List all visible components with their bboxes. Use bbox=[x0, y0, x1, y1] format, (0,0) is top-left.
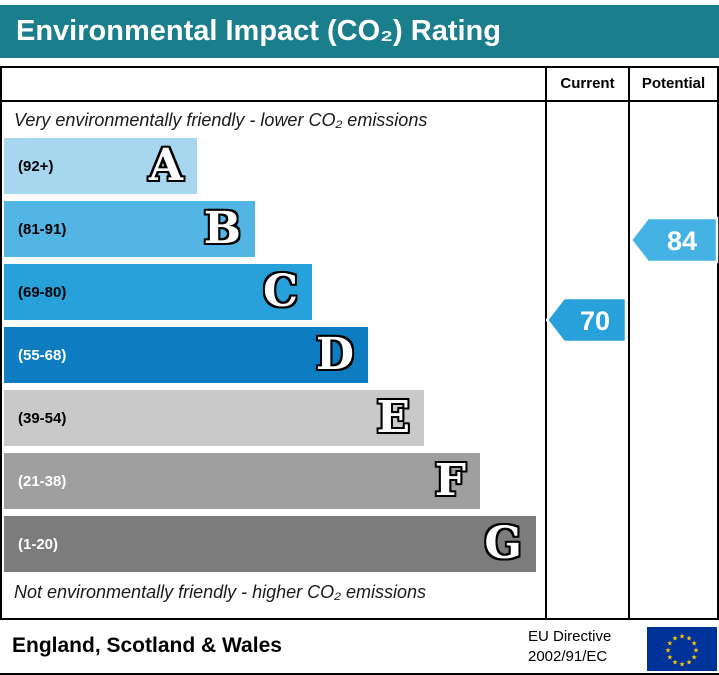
svg-text:★: ★ bbox=[691, 654, 697, 662]
band-letter: C bbox=[262, 266, 298, 317]
svg-text:★: ★ bbox=[686, 634, 692, 642]
band-bar-G: (1-20) G bbox=[4, 516, 536, 572]
svg-text:★: ★ bbox=[667, 654, 673, 662]
band-row: (39-54) E bbox=[4, 390, 544, 453]
current-rating-pointer: 70 bbox=[545, 296, 628, 349]
potential-column-header: Potential bbox=[641, 75, 706, 92]
svg-text:★: ★ bbox=[686, 659, 692, 667]
svg-text:★: ★ bbox=[665, 647, 671, 655]
band-range-label: (55-68) bbox=[18, 346, 67, 364]
band-range-label: (21-38) bbox=[18, 472, 67, 490]
band-bar-F: (21-38) F bbox=[4, 453, 480, 509]
band-row: (21-38) F bbox=[4, 453, 544, 516]
region-label: England, Scotland & Wales bbox=[12, 634, 282, 657]
footer: England, Scotland & Wales EU Directive 2… bbox=[0, 620, 719, 675]
band-bar-A: (92+) A bbox=[4, 138, 197, 194]
current-column-divider bbox=[545, 68, 547, 618]
band-letter: E bbox=[376, 392, 410, 443]
band-range-label: (69-80) bbox=[18, 283, 67, 301]
svg-text:★: ★ bbox=[693, 647, 699, 655]
bottom-caption: Not environmentally friendly - higher CO… bbox=[14, 582, 427, 602]
rating-chart: Current Potential Very environmentally f… bbox=[0, 66, 719, 620]
band-row: (1-20) G bbox=[4, 516, 544, 579]
svg-text:★: ★ bbox=[672, 659, 678, 667]
band-range-label: (92+) bbox=[18, 157, 54, 175]
eu-directive-line2: 2002/91/EC bbox=[528, 648, 608, 666]
bands: (92+) A (81-91) B (69-80) C (55-68) D (39-54) E (2… bbox=[4, 138, 544, 579]
band-letter: F bbox=[434, 455, 466, 506]
band-row: (81-91) B bbox=[4, 201, 544, 264]
band-bar-D: (55-68) D bbox=[4, 327, 368, 383]
band-bar-E: (39-54) E bbox=[4, 390, 424, 446]
eu-directive-label: EU Directive 2002/91/EC bbox=[528, 627, 611, 668]
svg-text:★: ★ bbox=[691, 640, 697, 648]
current-rating-value: 70 bbox=[580, 306, 610, 336]
band-row: (69-80) C bbox=[4, 264, 544, 327]
potential-pointer-arrow-icon: 84 bbox=[629, 216, 719, 264]
band-range-label: (81-91) bbox=[18, 220, 67, 238]
current-pointer-arrow-icon: 70 bbox=[545, 296, 628, 344]
eu-flag-icon: ★ ★ ★ ★ ★ ★ ★ ★ ★ ★ ★ ★ bbox=[647, 627, 717, 675]
band-letter: D bbox=[315, 329, 354, 380]
page-title: Environmental Impact (CO₂) Rating bbox=[0, 5, 719, 58]
band-row: (55-68) D bbox=[4, 327, 544, 390]
top-caption: Very environmentally friendly - lower CO… bbox=[14, 110, 428, 130]
band-letter: G bbox=[484, 518, 522, 569]
band-range-label: (1-20) bbox=[18, 535, 59, 553]
column-header-underline bbox=[2, 100, 717, 102]
svg-text:★: ★ bbox=[672, 634, 678, 642]
current-column-header: Current bbox=[560, 75, 615, 92]
band-row: (92+) A bbox=[4, 138, 544, 201]
band-range-label: (39-54) bbox=[18, 409, 67, 427]
svg-text:★: ★ bbox=[667, 640, 673, 648]
band-letter: A bbox=[148, 140, 183, 191]
potential-column-divider bbox=[628, 68, 630, 618]
svg-text:★: ★ bbox=[679, 661, 685, 669]
potential-rating-pointer: 84 bbox=[629, 216, 719, 269]
eu-directive-line1: EU Directive bbox=[528, 628, 612, 645]
potential-rating-value: 84 bbox=[667, 226, 697, 256]
band-bar-B: (81-91) B bbox=[4, 201, 255, 257]
svg-text:★: ★ bbox=[679, 633, 685, 641]
band-letter: B bbox=[203, 203, 241, 254]
band-bar-C: (69-80) C bbox=[4, 264, 312, 320]
